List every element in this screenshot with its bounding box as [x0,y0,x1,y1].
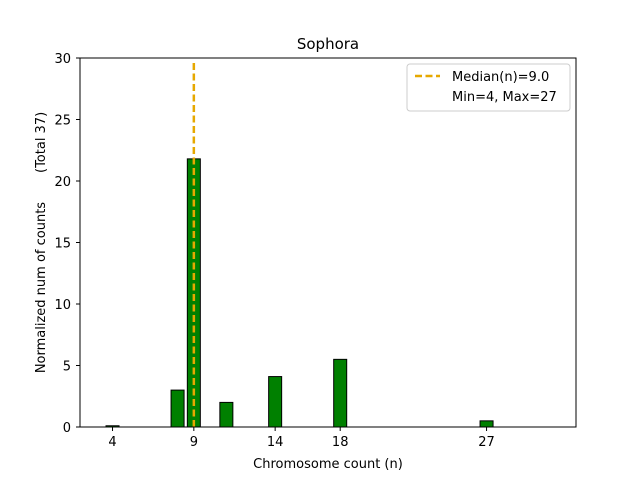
legend-minmax-label: Min=4, Max=27 [452,90,557,105]
chart-title: Sophora [297,35,359,53]
y-tick-label-5: 5 [63,360,71,375]
bar-18 [333,358,348,428]
y-tick-label-30: 30 [54,52,71,67]
y-ticks: 0 5 10 15 20 25 30 [54,52,80,436]
x-tick-label-9: 9 [190,435,198,450]
x-axis-label: Chromosome count (n) [253,457,403,472]
legend: Median(n)=9.0 Min=4, Max=27 [406,63,571,112]
x-ticks: 4 9 14 18 27 [108,427,495,450]
bar-14 [268,376,283,428]
bar-27 [479,420,494,428]
x-tick-label-18: 18 [332,435,349,450]
y-axis-label: Normalized num of counts (Total 37) [34,112,49,373]
y-tick-label-25: 25 [54,114,71,129]
y-tick-label-0: 0 [63,421,71,436]
bar-8 [170,389,185,428]
plot-frame [79,57,577,428]
x-tick-label-14: 14 [267,435,284,450]
y-tick-label-10: 10 [54,298,71,313]
legend-box [406,63,571,112]
y-tick-label-15: 15 [54,237,71,252]
x-tick-label-4: 4 [108,435,116,450]
bars-layer [105,158,494,428]
y-tick-label-20: 20 [54,175,71,190]
legend-median-label: Median(n)=9.0 [452,70,549,85]
bar-11 [219,401,234,428]
bar-9 [186,158,201,428]
x-tick-label-27: 27 [478,435,495,450]
